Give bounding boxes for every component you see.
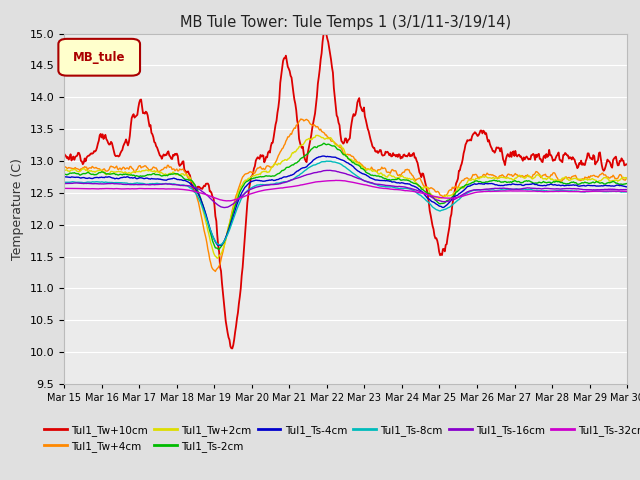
- Y-axis label: Temperature (C): Temperature (C): [11, 158, 24, 260]
- FancyBboxPatch shape: [58, 39, 140, 76]
- Legend: Tul1_Tw+10cm, Tul1_Tw+4cm, Tul1_Tw+2cm, Tul1_Ts-2cm, Tul1_Ts-4cm, Tul1_Ts-8cm, T: Tul1_Tw+10cm, Tul1_Tw+4cm, Tul1_Tw+2cm, …: [40, 420, 640, 456]
- Text: MB_tule: MB_tule: [73, 50, 125, 63]
- Title: MB Tule Tower: Tule Temps 1 (3/1/11-3/19/14): MB Tule Tower: Tule Temps 1 (3/1/11-3/19…: [180, 15, 511, 30]
